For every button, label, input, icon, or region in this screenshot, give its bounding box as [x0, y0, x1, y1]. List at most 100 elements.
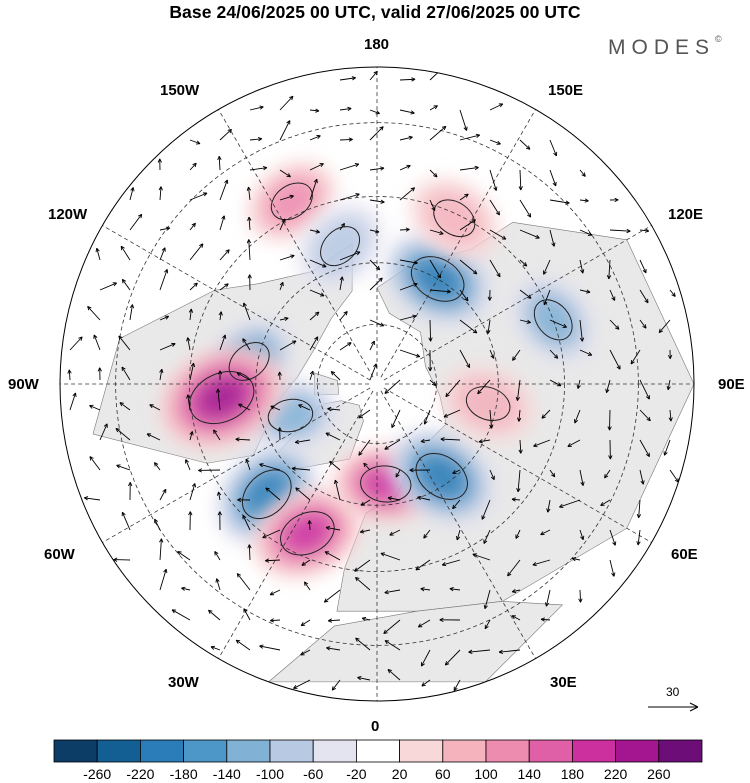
- lon-label-150w: 150W: [160, 82, 200, 99]
- wind-vector: [609, 349, 621, 370]
- wind-vector: [511, 615, 521, 621]
- atlantic-high: [252, 487, 363, 579]
- colorbar-cell: [399, 739, 444, 763]
- meridian-line: [383, 225, 652, 381]
- wind-vector: [428, 319, 433, 342]
- wind-vector: [330, 371, 341, 381]
- wind-vector: [507, 559, 521, 577]
- wind-vector: [358, 439, 371, 456]
- wind-vector: [159, 269, 169, 291]
- meridian-line: [218, 390, 374, 659]
- wind-vector: [189, 222, 196, 231]
- wind-vector: [339, 251, 361, 261]
- wind-vector: [309, 108, 320, 113]
- wind-vector: [489, 103, 504, 111]
- contour-line: [433, 199, 476, 238]
- wind-vector: [399, 314, 417, 321]
- wind-vector: [218, 311, 223, 321]
- wind-vector: [355, 637, 371, 651]
- wind-vector: [293, 679, 311, 689]
- wind-vector: [658, 319, 671, 334]
- wind-vector: [307, 520, 312, 531]
- wind-vector: [384, 589, 401, 595]
- wind-vector: [516, 469, 521, 493]
- wind-vector: [159, 315, 170, 321]
- wind-vector: [291, 466, 311, 471]
- wind-vector: [417, 495, 431, 501]
- wind-vector: [383, 619, 401, 635]
- lon-label-180: 180: [364, 36, 390, 53]
- wind-vector: [489, 259, 501, 278]
- colorbar-cell: [139, 739, 184, 763]
- wind-vector: [159, 368, 164, 381]
- wind-vector: [270, 618, 281, 623]
- wind-vector: [391, 409, 401, 428]
- wind-vector: [97, 367, 102, 381]
- contour-line: [241, 469, 292, 520]
- wind-vector: [270, 405, 281, 411]
- wind-vector: [361, 616, 371, 622]
- wind-vector: [399, 77, 416, 82]
- wind-vector: [339, 222, 345, 231]
- wind-vector: [429, 259, 442, 279]
- wind-vector: [518, 439, 523, 454]
- wind-vector: [181, 586, 191, 591]
- colorbar-cell: [442, 739, 487, 763]
- wind-vector: [243, 608, 251, 621]
- colorbar-cell: [96, 739, 141, 763]
- siberia-high: [441, 366, 536, 441]
- wind-vector: [210, 645, 221, 651]
- contour-line: [360, 465, 412, 503]
- wind-vector: [429, 125, 447, 141]
- contour-line: [533, 299, 573, 341]
- wind-vector: [309, 289, 325, 297]
- wind-vector: [517, 409, 522, 422]
- wind-vector: [242, 302, 251, 321]
- wind-vector: [326, 646, 341, 651]
- colorbar-tick-label: -220: [126, 766, 155, 782]
- lon-label-150e: 150E: [548, 82, 584, 99]
- wind-vector: [540, 529, 551, 536]
- wind-vector: [277, 427, 282, 441]
- colorbar-cell: [528, 739, 573, 763]
- wind-vector: [214, 551, 221, 561]
- wind-vector: [99, 423, 108, 441]
- wind-vector: [420, 587, 431, 592]
- wind-vector: [663, 439, 671, 456]
- wind-vector: [487, 289, 492, 301]
- wind-vector: [236, 372, 251, 381]
- wind-vector: [246, 186, 251, 201]
- wind-vector: [95, 247, 101, 261]
- wind-vector: [600, 499, 611, 507]
- wind-vector: [269, 589, 281, 596]
- wind-vector: [355, 577, 371, 591]
- wind-vector: [541, 409, 551, 419]
- wind-vector: [249, 137, 263, 142]
- wind-vector: [309, 259, 327, 268]
- wind-vector: [219, 215, 226, 231]
- lon-label-120w: 120W: [48, 206, 88, 223]
- lon-label-60w: 60W: [44, 546, 75, 563]
- wind-vector: [636, 529, 641, 546]
- wind-vector: [395, 469, 401, 478]
- wind-vector: [387, 496, 401, 501]
- wind-vector: [309, 135, 321, 141]
- wind-vector: [217, 491, 222, 501]
- wind-vectors: [67, 67, 680, 692]
- wind-vector: [369, 363, 378, 381]
- wind-vector: [116, 464, 131, 471]
- wind-vector: [399, 282, 418, 291]
- wind-vector: [300, 619, 311, 627]
- wind-vector: [245, 458, 251, 471]
- colorbar-cell: [312, 739, 357, 763]
- wind-vector: [477, 379, 491, 395]
- wind-vector: [238, 403, 251, 411]
- wind-vector: [309, 311, 320, 321]
- map-title: Base 24/06/2025 00 UTC, valid 27/06/2025…: [169, 2, 581, 22]
- wind-vector: [236, 573, 251, 591]
- wind-vector: [512, 349, 521, 361]
- wind-vector: [423, 529, 431, 539]
- wind-vector: [549, 139, 558, 157]
- meridian-line: [102, 225, 371, 381]
- wind-vector: [399, 135, 413, 141]
